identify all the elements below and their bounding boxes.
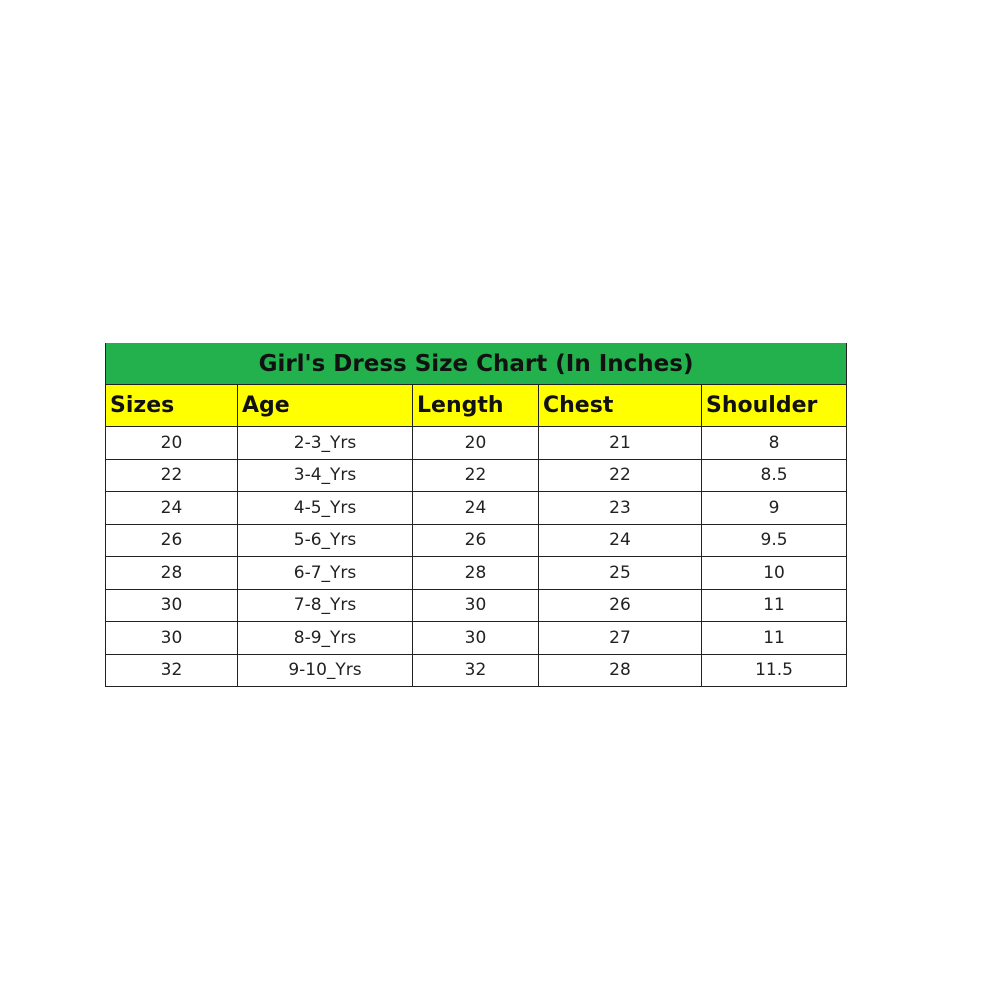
cell-sizes: 26: [105, 523, 238, 557]
cell-shoulder: 9.5: [700, 523, 848, 557]
cell-age: 5-6_Yrs: [237, 523, 413, 557]
cell-age: 8-9_Yrs: [237, 621, 413, 655]
cell-length: 30: [412, 621, 539, 655]
cell-chest: 22: [538, 458, 702, 492]
cell-chest: 21: [538, 426, 702, 460]
cell-length: 26: [412, 523, 539, 557]
table-title: Girl's Dress Size Chart (In Inches): [104, 343, 848, 385]
cell-shoulder: 8.5: [700, 458, 848, 492]
cell-age: 4-5_Yrs: [237, 491, 413, 525]
cell-length: 28: [412, 556, 539, 590]
column-header-shoulder: Shoulder: [700, 384, 848, 427]
table-row: 20 2-3_Yrs 20 21 8: [105, 426, 848, 460]
cell-length: 32: [412, 653, 539, 687]
cell-sizes: 32: [105, 653, 238, 687]
cell-age: 6-7_Yrs: [237, 556, 413, 590]
table-row: 30 7-8_Yrs 30 26 11: [105, 588, 848, 622]
cell-length: 24: [412, 491, 539, 525]
cell-age: 9-10_Yrs: [237, 653, 413, 687]
table-row: 24 4-5_Yrs 24 23 9: [105, 491, 848, 525]
cell-chest: 24: [538, 523, 702, 557]
column-header-length: Length: [412, 384, 539, 427]
cell-shoulder: 11: [700, 588, 848, 622]
cell-shoulder: 8: [700, 426, 848, 460]
cell-sizes: 30: [105, 588, 238, 622]
cell-shoulder: 11: [700, 621, 848, 655]
cell-sizes: 28: [105, 556, 238, 590]
cell-sizes: 22: [105, 458, 238, 492]
table-row: 32 9-10_Yrs 32 28 11.5: [105, 653, 848, 687]
cell-age: 2-3_Yrs: [237, 426, 413, 460]
cell-length: 22: [412, 458, 539, 492]
cell-sizes: 20: [105, 426, 238, 460]
cell-chest: 23: [538, 491, 702, 525]
column-header-age: Age: [237, 384, 413, 427]
cell-shoulder: 10: [700, 556, 848, 590]
column-header-sizes: Sizes: [105, 384, 238, 427]
cell-shoulder: 9: [700, 491, 848, 525]
cell-sizes: 30: [105, 621, 238, 655]
header-row: Sizes Age Length Chest Shoulder: [105, 384, 848, 427]
table-body: 20 2-3_Yrs 20 21 8 22 3-4_Yrs 22 22 8.5 24 4-5_Yrs 2…: [105, 426, 848, 687]
cell-age: 7-8_Yrs: [237, 588, 413, 622]
cell-length: 30: [412, 588, 539, 622]
size-chart-table: Girl's Dress Size Chart (In Inches) Size…: [104, 343, 848, 687]
table-row: 22 3-4_Yrs 22 22 8.5: [105, 458, 848, 492]
cell-age: 3-4_Yrs: [237, 458, 413, 492]
column-header-chest: Chest: [538, 384, 702, 427]
cell-shoulder: 11.5: [700, 653, 848, 687]
table-row: 28 6-7_Yrs 28 25 10: [105, 556, 848, 590]
cell-chest: 28: [538, 653, 702, 687]
cell-sizes: 24: [105, 491, 238, 525]
table-row: 30 8-9_Yrs 30 27 11: [105, 621, 848, 655]
table-row: 26 5-6_Yrs 26 24 9.5: [105, 523, 848, 557]
cell-length: 20: [412, 426, 539, 460]
cell-chest: 26: [538, 588, 702, 622]
cell-chest: 27: [538, 621, 702, 655]
cell-chest: 25: [538, 556, 702, 590]
